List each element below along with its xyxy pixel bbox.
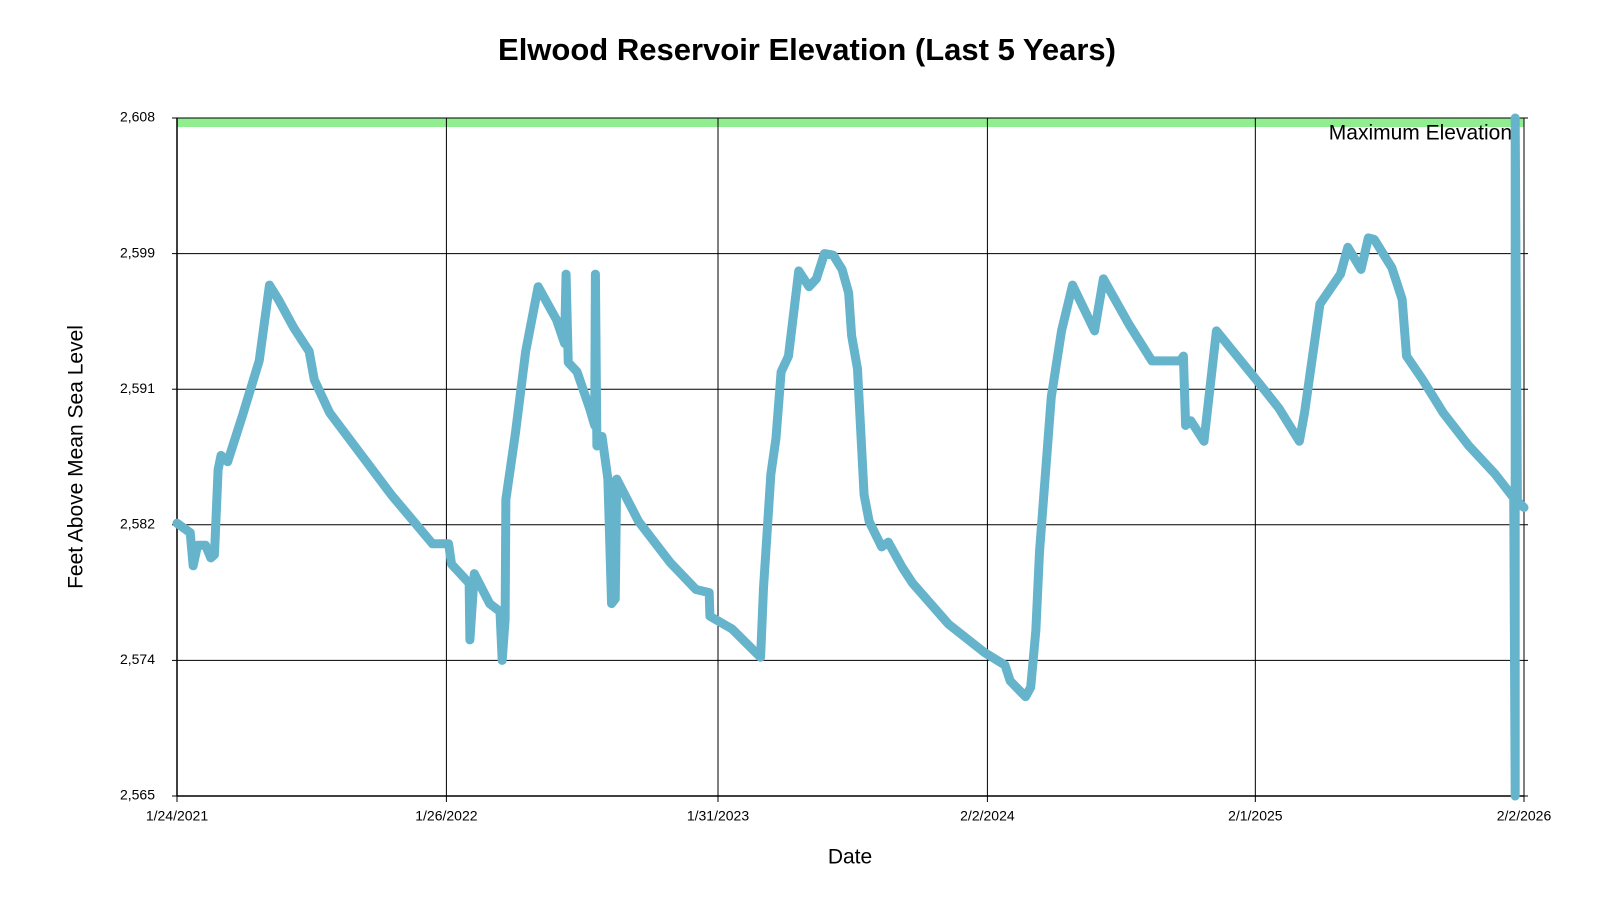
y-tick-label: 2,608: [120, 109, 155, 125]
y-tick-label: 2,599: [120, 244, 155, 260]
max-elevation-label-group: Maximum Elevation: [1329, 122, 1512, 145]
x-tick-label: 1/26/2022: [415, 808, 477, 824]
max-elevation-band: [177, 118, 1524, 127]
x-tick-label: 2/2/2024: [960, 808, 1015, 824]
x-axis-label: Date: [828, 846, 872, 869]
x-tick-label: 1/31/2023: [687, 808, 749, 824]
y-tick-label: 2,565: [120, 787, 155, 803]
series-line: [172, 113, 1529, 801]
chart-title: Elwood Reservoir Elevation (Last 5 Years…: [498, 32, 1116, 67]
y-axis-label: Feet Above Mean Sea Level: [65, 325, 88, 589]
x-tick-label: 2/2/2026: [1497, 808, 1552, 824]
y-tick-label: 2,582: [120, 516, 155, 532]
x-tick-label: 2/1/2025: [1228, 808, 1283, 824]
x-tick-label: 1/24/2021: [146, 808, 208, 824]
y-tick-label: 2,574: [120, 651, 155, 667]
max-elevation-label: Maximum Elevation: [1329, 122, 1512, 145]
y-tick-label: 2,591: [120, 380, 155, 396]
